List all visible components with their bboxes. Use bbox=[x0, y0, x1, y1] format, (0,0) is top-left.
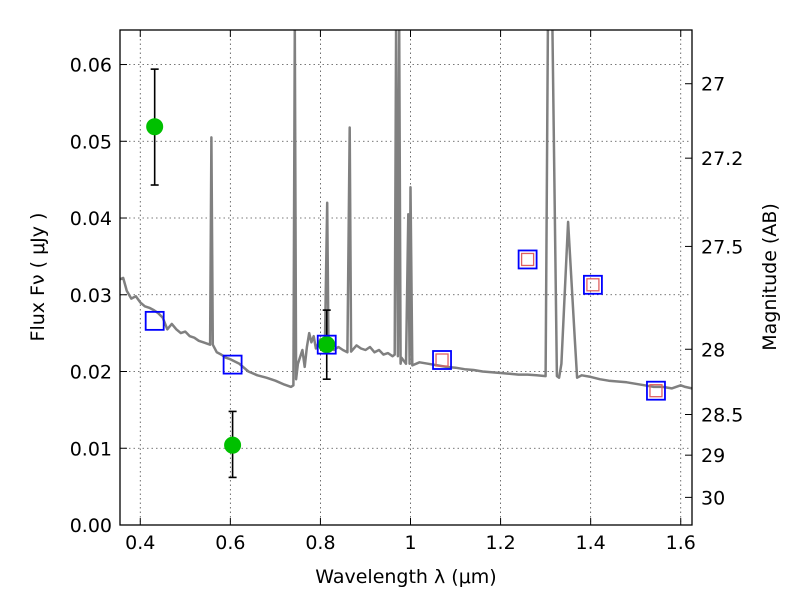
x-tick-label: 1.2 bbox=[485, 532, 515, 554]
x-tick-label: 1.6 bbox=[666, 532, 696, 554]
model-band-flux-square bbox=[583, 274, 603, 295]
model-spectrum-line bbox=[120, 30, 692, 390]
grid-lines bbox=[120, 30, 692, 526]
y-tick-label: 0.01 bbox=[70, 438, 112, 460]
upper-limit-square bbox=[520, 252, 535, 267]
x-axis-label: Wavelength λ (μm) bbox=[315, 566, 496, 588]
y2-tick-label: 27.5 bbox=[701, 236, 743, 258]
y-tick-label: 0.03 bbox=[70, 285, 112, 307]
y2-tick-label: 29 bbox=[701, 445, 725, 467]
y2-tick-label: 28.5 bbox=[701, 404, 743, 426]
y-tick-label: 0.06 bbox=[70, 55, 112, 77]
y-tick-label: 0.04 bbox=[70, 208, 112, 230]
plot-content bbox=[120, 30, 692, 479]
y2-tick-label: 27.2 bbox=[701, 148, 743, 170]
upper-limit-square bbox=[435, 353, 449, 367]
x-tick-label: 1 bbox=[404, 532, 416, 554]
model-band-flux-square bbox=[144, 310, 165, 331]
x-tick-label: 0.4 bbox=[125, 532, 155, 554]
y-tick-label: 0.02 bbox=[70, 362, 112, 384]
x-tick-label: 1.4 bbox=[576, 532, 606, 554]
plot-frame bbox=[119, 29, 693, 526]
x-tick-label: 0.8 bbox=[305, 532, 335, 554]
observed-flux-point bbox=[146, 118, 164, 136]
observed-flux-point bbox=[224, 436, 242, 454]
model-band-flux-square bbox=[646, 380, 666, 401]
upper-limit-square bbox=[649, 384, 663, 398]
model-band-flux-square bbox=[316, 334, 337, 355]
upper-limit-square bbox=[586, 278, 600, 292]
y2-axis-label: Magnitude (AB) bbox=[759, 203, 781, 351]
plot-area bbox=[120, 30, 692, 479]
axis-ticks: 0.4 0.6 0.8 1 1.2 1.4 1.6 0.00 0.01 0.02 0.03 0.04 0… bbox=[70, 30, 743, 554]
y-tick-label: 0.05 bbox=[70, 131, 112, 153]
model-band-flux-square bbox=[517, 249, 538, 270]
observed-flux-point bbox=[318, 336, 336, 354]
y2-tick-label: 30 bbox=[701, 487, 725, 509]
model-band-flux-square bbox=[222, 354, 243, 375]
x-tick-label: 0.6 bbox=[215, 532, 245, 554]
y-tick-label: 0.00 bbox=[70, 515, 112, 537]
y2-tick-label: 27 bbox=[701, 74, 725, 96]
y-axis-label: Flux Fν ( μJy ) bbox=[27, 213, 49, 342]
y2-tick-label: 28 bbox=[701, 339, 725, 361]
model-band-flux-square bbox=[432, 350, 452, 370]
